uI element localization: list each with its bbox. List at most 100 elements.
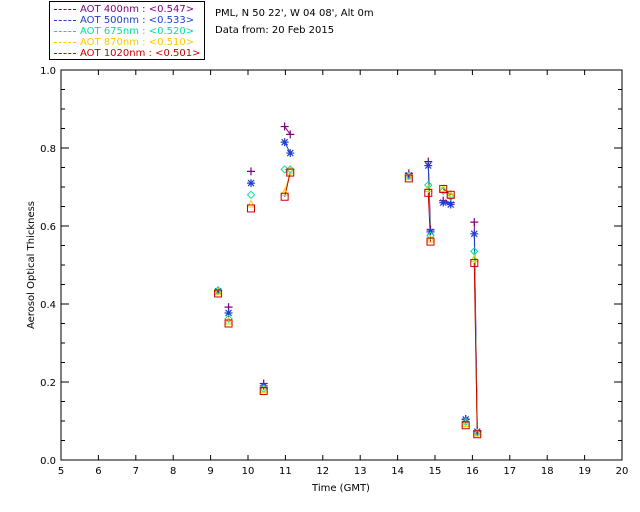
data-point [439,184,448,193]
legend-item-870nm: AOT 870nm : <0.510> [54,37,194,48]
data-point [461,421,470,430]
series-line-segment [284,141,291,154]
series-line-segment [284,126,291,135]
data-point [280,165,289,174]
y-axis-label: Aerosol Optical Thickness [26,201,37,329]
x-tick-label: 12 [316,466,329,477]
series-line-segment [473,263,478,435]
data-point [426,237,435,246]
y-tick-label: 0.2 [40,378,56,389]
site-location: PML, N 50 22', W 04 08', Alt 0m [215,8,374,19]
x-tick-label: 5 [58,466,64,477]
x-tick-label: 8 [170,466,176,477]
legend-label-870nm: AOT 870nm : <0.510> [80,37,195,48]
data-point [286,149,295,158]
data-point [214,287,223,296]
data-point [470,259,479,268]
data-point [426,231,435,240]
data-point [472,428,482,437]
data-point [214,289,223,298]
legend-label-1020nm: AOT 1020nm : <0.501> [80,48,201,59]
data-point [213,287,223,296]
legend-line-675nm [54,31,76,32]
legend-line-400nm [54,9,76,10]
legend: AOT 400nm : <0.547> AOT 500nm : <0.533> … [49,1,205,60]
data-point [286,168,295,177]
data-point [246,199,256,208]
data-point [424,180,433,190]
data-point [404,174,413,183]
data-point [246,190,256,200]
data-point [259,384,269,393]
data-point [224,319,233,328]
x-tick-label: 18 [541,466,554,477]
x-tick-label: 11 [279,466,292,477]
data-point [461,417,470,426]
y-tick-label: 0.8 [40,144,56,155]
series-lines [284,126,478,435]
x-tick-label: 16 [466,466,479,477]
data-point [285,166,295,175]
plot-frame [60,69,623,461]
data-point [424,161,433,170]
data-markers [213,122,482,439]
y-axis: 0.0 0.2 0.4 0.6 0.8 1.0 [40,66,622,467]
data-point [426,234,435,243]
legend-item-500nm: AOT 500nm : <0.533> [54,15,194,26]
data-point [224,314,233,324]
x-tick-label: 20 [616,466,629,477]
x-tick-label: 19 [578,466,591,477]
data-point [470,229,479,238]
data-point [246,204,255,213]
data-point [246,179,255,188]
legend-item-1020nm: AOT 1020nm : <0.501> [54,48,200,59]
data-point [224,316,233,325]
y-tick-label: 1.0 [40,66,56,77]
x-axis-label: Time (GMT) [311,483,370,494]
data-point [280,187,289,196]
x-tick-label: 15 [429,466,442,477]
x-tick-label: 7 [133,466,139,477]
series-line-segment [284,172,291,197]
y-tick-label: 0.0 [40,456,56,467]
data-point [470,218,479,227]
y-tick-label: 0.6 [40,222,56,233]
y-tick-label: 0.4 [40,300,56,311]
data-point [461,419,471,428]
x-tick-label: 10 [242,466,255,477]
data-point [439,198,448,207]
data-point [469,254,479,263]
legend-label-400nm: AOT 400nm : <0.547> [80,4,195,15]
legend-line-500nm [54,20,76,21]
x-tick-label: 17 [503,466,516,477]
x-tick-label: 6 [95,466,101,477]
x-axis: 5 6 7 8 9 10 11 12 13 14 15 16 17 18 19 20 [58,70,629,477]
data-date: Data from: 20 Feb 2015 [215,25,335,36]
data-point [438,183,448,192]
data-point [286,130,295,139]
data-point [473,427,482,436]
x-tick-label: 14 [391,466,404,477]
data-point [473,430,482,439]
x-tick-label: 13 [354,466,367,477]
data-point [259,386,268,395]
legend-label-500nm: AOT 500nm : <0.533> [80,15,195,26]
data-point [280,192,289,201]
data-point [446,200,455,209]
legend-item-675nm: AOT 675nm : <0.520> [54,26,194,37]
legend-item-400nm: AOT 400nm : <0.547> [54,4,194,15]
data-point [446,189,456,198]
data-point [213,286,223,295]
data-point [446,190,455,199]
data-point [286,165,295,174]
legend-label-675nm: AOT 675nm : <0.520> [80,26,195,37]
x-tick-label: 9 [207,466,213,477]
data-point [424,188,433,197]
legend-line-870nm [54,42,76,43]
data-point [404,172,414,181]
data-point [224,308,233,317]
data-point [246,167,255,176]
data-point [280,122,289,131]
data-point [280,138,289,147]
